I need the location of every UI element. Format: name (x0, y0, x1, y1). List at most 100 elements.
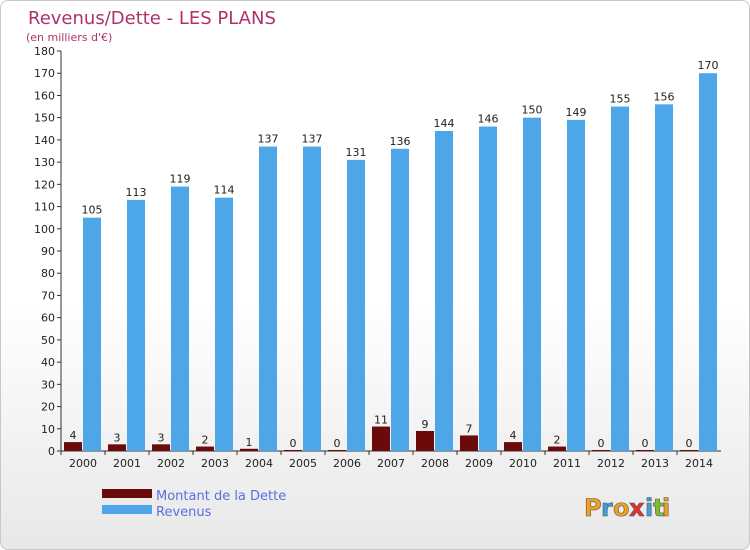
bar-dette (504, 442, 522, 451)
data-label-revenus: 170 (698, 59, 719, 72)
y-tick-label: 50 (41, 334, 55, 347)
x-tick-label: 2012 (597, 457, 625, 470)
x-tick-label: 2006 (333, 457, 361, 470)
bar-revenus (171, 186, 189, 452)
y-axis: 0 10 20 30 40 50 60 70 80 90 100 110 120 130 140 150 160… (34, 45, 62, 458)
x-tick-label: 2007 (377, 457, 405, 470)
legend-label-revenus: Revenus (156, 505, 212, 520)
logo-letter: P (584, 494, 602, 522)
chart-subtitle: (en milliers d'€) (26, 31, 112, 44)
data-label-revenus: 131 (346, 146, 367, 159)
y-tick-label: 170 (34, 67, 55, 80)
y-tick-label: 150 (34, 112, 55, 125)
bar-dette (64, 442, 82, 451)
legend-swatch-revenus (102, 505, 152, 514)
x-tick-label: 2013 (641, 457, 669, 470)
bar-dette (328, 450, 346, 451)
y-tick-label: 130 (34, 156, 55, 169)
bar-revenus (655, 104, 673, 451)
data-label-dette: 3 (114, 431, 121, 444)
data-label-dette: 7 (466, 422, 473, 435)
bar-revenus (567, 119, 585, 451)
data-label-revenus: 113 (126, 186, 147, 199)
data-label-revenus: 114 (214, 184, 235, 197)
bar-revenus (303, 146, 321, 452)
data-label-dette: 2 (554, 434, 561, 447)
bar-revenus (127, 199, 145, 451)
bar-revenus (611, 106, 629, 452)
bar-revenus (347, 159, 365, 451)
data-label-dette: 0 (290, 437, 297, 450)
data-label-dette: 3 (158, 431, 165, 444)
legend-label-dette: Montant de la Dette (156, 489, 286, 504)
data-label-revenus: 144 (434, 117, 455, 130)
logo-letter: i (645, 494, 653, 522)
bar-dette (460, 435, 478, 451)
data-label-dette: 9 (422, 418, 429, 431)
bar-revenus (391, 148, 409, 451)
y-tick-label: 80 (41, 267, 55, 280)
bar-dette (548, 446, 566, 451)
data-label-dette: 11 (374, 414, 388, 427)
x-tick-label: 2011 (553, 457, 581, 470)
data-label-revenus: 150 (522, 104, 543, 117)
x-tick-label: 2001 (113, 457, 141, 470)
data-label-dette: 0 (642, 437, 649, 450)
logo-letter: r (601, 494, 613, 522)
bar-dette (240, 448, 258, 451)
y-tick-label: 100 (34, 223, 55, 236)
bar-revenus (699, 73, 717, 451)
y-tick-label: 40 (41, 356, 55, 369)
bar-revenus (479, 126, 497, 452)
bar-dette (108, 444, 126, 451)
y-tick-label: 0 (48, 445, 55, 458)
bar-revenus (435, 131, 453, 451)
y-tick-label: 30 (41, 378, 55, 391)
bar-dette (196, 446, 214, 451)
bar-dette (592, 450, 610, 451)
data-label-revenus: 146 (478, 113, 499, 126)
bar-dette (152, 444, 170, 451)
x-tick-label: 2008 (421, 457, 449, 470)
x-axis: 2000 2001 2002 2003 2004 2005 2006 2007 2008 2009… (60, 450, 721, 470)
bar-revenus (215, 197, 233, 451)
data-label-dette: 0 (686, 437, 693, 450)
y-tick-label: 90 (41, 245, 55, 258)
x-tick-label: 2003 (201, 457, 229, 470)
logo-letter: t (653, 494, 664, 522)
data-label-revenus: 105 (82, 204, 103, 217)
y-tick-label: 160 (34, 89, 55, 102)
logo-letter: o (613, 494, 630, 522)
x-tick-label: 2004 (245, 457, 273, 470)
bar-revenus (523, 117, 541, 452)
data-label-revenus: 137 (258, 133, 279, 146)
data-label-dette: 4 (510, 429, 517, 442)
bar-dette (372, 426, 390, 451)
legend-swatch-dette (102, 489, 152, 498)
bar-dette (636, 450, 654, 451)
data-label-dette: 0 (334, 437, 341, 450)
y-tick-label: 20 (41, 401, 55, 414)
data-label-revenus: 156 (654, 90, 675, 103)
data-label-dette: 1 (246, 436, 253, 449)
legend: Montant de la Dette Revenus (102, 489, 286, 520)
data-label-revenus: 119 (170, 173, 191, 186)
logo-letter: i (662, 494, 670, 522)
y-tick-label: 70 (41, 289, 55, 302)
x-tick-label: 2000 (69, 457, 97, 470)
y-tick-label: 180 (34, 45, 55, 58)
data-label-revenus: 155 (610, 93, 631, 106)
bars: 4 105 3 113 3 119 2 114 1 137 0 137 0 131 11 136 9 144 7 14… (64, 59, 719, 452)
y-tick-label: 120 (34, 178, 55, 191)
data-label-revenus: 149 (566, 106, 587, 119)
y-tick-label: 10 (41, 423, 55, 436)
data-label-dette: 0 (598, 437, 605, 450)
bar-revenus (83, 217, 101, 451)
y-tick-label: 60 (41, 312, 55, 325)
data-label-revenus: 137 (302, 133, 323, 146)
x-tick-label: 2014 (685, 457, 713, 470)
logo-letter: x (629, 494, 645, 522)
data-label-revenus: 136 (390, 135, 411, 148)
